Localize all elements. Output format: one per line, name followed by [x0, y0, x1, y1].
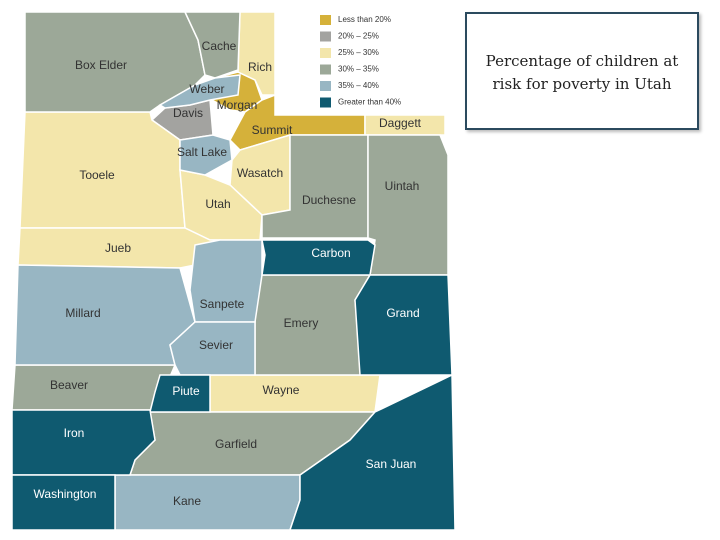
- county-label: Duchesne: [302, 193, 356, 207]
- county: [11, 364, 177, 411]
- title-box: Percentage of children at risk for pover…: [465, 12, 699, 130]
- county-label: Iron: [64, 426, 85, 440]
- legend-swatch: [320, 48, 331, 58]
- county-label: Sevier: [199, 338, 233, 352]
- county-label: Sanpete: [200, 297, 245, 311]
- county-label: Emery: [284, 316, 319, 330]
- county: [11, 409, 156, 476]
- county-label: Salt Lake: [177, 145, 227, 159]
- county-label: Box Elder: [75, 58, 127, 72]
- county-label: Beaver: [50, 378, 88, 392]
- county-label: Uintah: [385, 179, 420, 193]
- county-label: Weber: [189, 82, 224, 96]
- legend-swatch: [320, 15, 331, 25]
- legend-swatch: [320, 81, 331, 91]
- county: [367, 134, 449, 276]
- legend-swatch: [320, 97, 331, 108]
- legend-label: 35% – 40%: [338, 81, 379, 90]
- county-label: Morgan: [217, 98, 258, 112]
- legend-label: 30% – 35%: [338, 65, 379, 74]
- county-label: Grand: [386, 306, 419, 320]
- legend-swatch: [320, 31, 331, 42]
- county: [288, 373, 456, 531]
- county: [14, 264, 196, 366]
- county-label: Garfield: [215, 437, 257, 451]
- legend-label: Greater than 40%: [338, 98, 401, 107]
- county: [149, 374, 211, 413]
- legend-label: 25% – 30%: [338, 48, 379, 57]
- county-label: Carbon: [311, 246, 350, 260]
- county-label: Millard: [65, 306, 100, 320]
- legend-label: 20% – 25%: [338, 32, 379, 41]
- county: [237, 11, 276, 96]
- county-label: Wasatch: [237, 166, 283, 180]
- county-label: Utah: [205, 197, 230, 211]
- county: [11, 474, 116, 531]
- county-label: Wayne: [263, 383, 300, 397]
- county-label: Cache: [202, 39, 237, 53]
- county: [158, 74, 241, 109]
- county-label: Kane: [173, 494, 201, 508]
- map: Less than 20% 20% – 25% 25% – 30% 30% – 35%…: [11, 11, 456, 531]
- county-label: Piute: [172, 384, 200, 398]
- county-label: Rich: [248, 60, 272, 74]
- county: [364, 114, 446, 136]
- county-label: Washington: [34, 487, 97, 501]
- county-label: Summit: [252, 123, 293, 137]
- legend-swatch: [320, 64, 331, 75]
- county: [179, 134, 233, 176]
- county: [354, 274, 453, 376]
- county-label: Jueb: [105, 241, 131, 255]
- county-label: Tooele: [79, 168, 115, 182]
- county: [189, 239, 263, 323]
- title: Percentage of children at risk for pover…: [485, 52, 679, 93]
- county: [114, 474, 301, 531]
- legend-label: Less than 20%: [338, 15, 391, 24]
- county-label: San Juan: [366, 457, 417, 471]
- county-label: Daggett: [379, 116, 422, 130]
- county-label: Davis: [173, 106, 203, 120]
